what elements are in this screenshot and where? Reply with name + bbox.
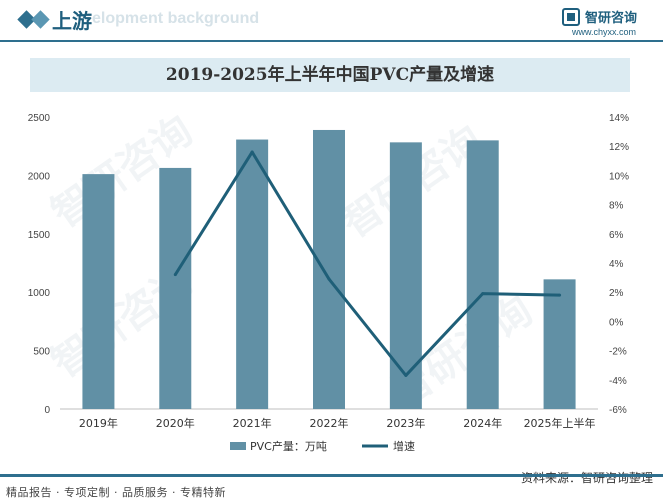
y-right-tick-label: 2% — [609, 288, 624, 299]
x-tick-label: 2023年 — [386, 416, 425, 430]
y-right-tick-label: 6% — [609, 230, 624, 241]
bar — [466, 140, 499, 410]
bar — [159, 167, 192, 409]
bar — [543, 279, 576, 409]
y-left-tick-label: 2500 — [28, 113, 51, 124]
legend-swatch-bar — [230, 442, 246, 450]
y-right-tick-label: 12% — [609, 142, 629, 153]
footer-divider — [0, 474, 663, 477]
bar — [236, 139, 269, 409]
growth-point — [404, 373, 408, 377]
growth-line — [174, 150, 560, 377]
bar — [389, 142, 422, 410]
bar — [82, 174, 115, 409]
page-footer: 精品报告 · 专项定制 · 品质服务 · 专精特新 — [0, 474, 663, 502]
section-subtitle: elopment background — [92, 10, 260, 27]
section-header: elopment background 上游 智研咨询 www.chyxx.co… — [0, 0, 663, 40]
chart-title: 2019-2025年上半年中国PVC产量及增速 — [165, 65, 495, 85]
y-left-tick-label: 0 — [44, 405, 50, 416]
growth-point — [173, 273, 177, 277]
x-tick-label: 2025年上半年 — [524, 416, 596, 430]
x-tick-label: 2021年 — [233, 416, 272, 430]
footer-tagline: 精品报告 · 专项定制 · 品质服务 · 专精特新 — [6, 486, 226, 499]
bar — [313, 129, 345, 410]
y-left-tick-label: 500 — [33, 347, 50, 358]
legend-label-bar: PVC产量：万吨 — [250, 439, 327, 453]
y-left-tick-label: 1500 — [28, 230, 51, 241]
y-right-tick-label: -4% — [609, 376, 627, 387]
growth-point — [558, 293, 562, 297]
brand-url: www.chyxx.com — [572, 27, 637, 37]
header-divider — [0, 40, 663, 42]
y-left-tick-label: 1000 — [28, 288, 51, 299]
y-right-tick-label: -2% — [609, 347, 627, 358]
y-right-tick-label: 10% — [609, 171, 629, 182]
section-title: 上游 — [52, 9, 92, 33]
x-tick-label: 2024年 — [463, 416, 502, 430]
brand-name: 智研咨询 — [585, 11, 638, 26]
y-right-tick-label: 14% — [609, 113, 629, 124]
chart-title-band: 2019-2025年上半年中国PVC产量及增速 — [30, 58, 630, 92]
growth-point — [250, 150, 254, 154]
x-tick-label: 2022年 — [310, 416, 349, 430]
y-left-tick-label: 2000 — [28, 171, 51, 182]
growth-point — [481, 292, 485, 296]
y-right-tick-label: 0% — [609, 317, 624, 328]
y-right-tick-label: 4% — [609, 259, 624, 270]
brand-logo-icon — [562, 8, 580, 26]
y-right-tick-label: -6% — [609, 405, 627, 416]
growth-point — [327, 277, 331, 281]
y-right-tick-label: 8% — [609, 201, 624, 212]
x-tick-label: 2020年 — [156, 416, 195, 430]
legend-label-line: 增速 — [393, 439, 415, 453]
x-tick-label: 2019年 — [79, 416, 118, 430]
